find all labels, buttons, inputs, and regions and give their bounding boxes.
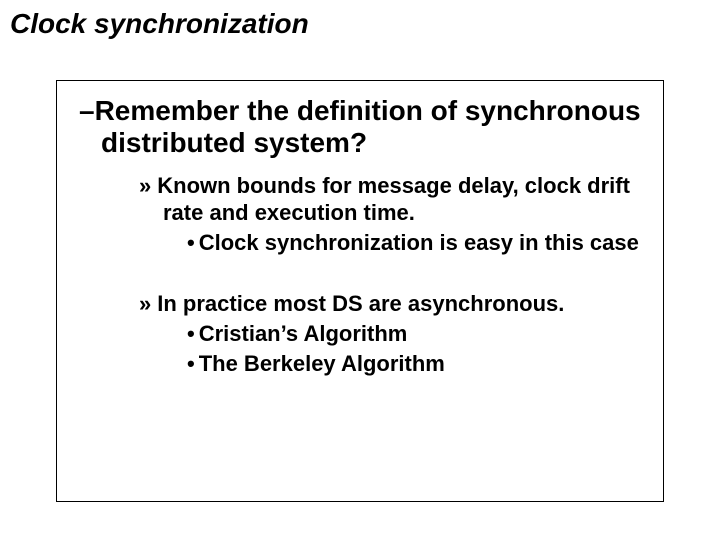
sub-point-2-bullet-1-text: Cristian’s Algorithm [199,321,408,346]
sub-point-2-bullet-2: •The Berkeley Algorithm [67,351,645,377]
dash-marker: – [79,95,95,126]
slide: Clock synchronization –Remember the defi… [0,0,720,540]
bullet-marker: • [187,351,199,376]
sub-point-2: »In practice most DS are asynchronous. [67,291,645,317]
main-point-text: Remember the definition of synchronous d… [95,95,641,158]
sub-point-1-bullet-1-text: Clock synchronization is easy in this ca… [199,230,639,255]
sub-point-1-bullet-1: •Clock synchronization is easy in this c… [67,230,645,256]
sub-point-1: »Known bounds for message delay, clock d… [67,173,645,226]
content-box: –Remember the definition of synchronous … [56,80,664,502]
sub-point-2-bullet-2-text: The Berkeley Algorithm [199,351,445,376]
main-point: –Remember the definition of synchronous … [67,95,645,159]
spacer [67,261,645,291]
sub-point-2-text: In practice most DS are asynchronous. [157,291,564,316]
sub-point-2-bullet-1: •Cristian’s Algorithm [67,321,645,347]
raquo-marker: » [139,173,157,198]
slide-title: Clock synchronization [10,8,309,40]
sub-point-1-text: Known bounds for message delay, clock dr… [157,173,630,224]
raquo-marker: » [139,291,157,316]
bullet-marker: • [187,230,199,255]
bullet-marker: • [187,321,199,346]
